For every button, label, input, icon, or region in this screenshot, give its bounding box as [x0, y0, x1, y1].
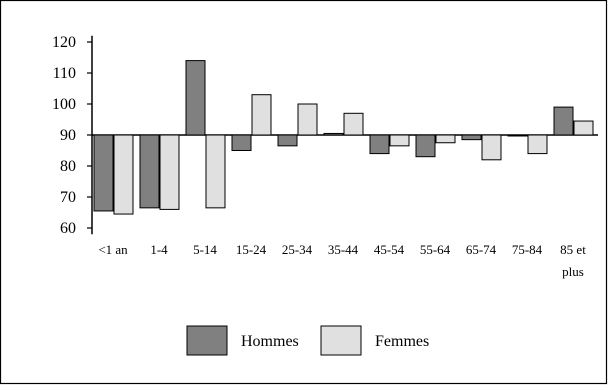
legend-label-femmes: Femmes [375, 333, 429, 350]
bar-femmes-2 [205, 134, 226, 209]
bars-group [93, 60, 594, 215]
x-tick-label: 5-14 [193, 242, 217, 257]
y-tick-label: 120 [52, 34, 76, 51]
bar-hommes-9 [507, 134, 528, 137]
legend-swatch-femmes [320, 325, 362, 356]
bar-femmes-1 [159, 134, 180, 210]
x-tick-label: 75-84 [512, 242, 543, 257]
y-tick-label: 110 [53, 65, 76, 82]
bar-hommes-7 [415, 134, 436, 158]
bar-femmes-10 [573, 120, 594, 136]
bar-hommes-10 [553, 106, 574, 136]
x-tick-label: <1 an [98, 242, 128, 257]
bar-femmes-5 [343, 112, 364, 136]
bar-hommes-5 [323, 132, 344, 136]
bar-hommes-1 [139, 134, 160, 209]
bar-hommes-2 [185, 60, 206, 136]
bar-femmes-8 [481, 134, 502, 161]
x-tick-label: 65-74 [466, 242, 497, 257]
legend-swatch-hommes [186, 325, 228, 356]
bar-femmes-0 [113, 134, 134, 215]
x-tick-label: 55-64 [420, 242, 451, 257]
bar-femmes-9 [527, 134, 548, 155]
y-tick-label: 80 [60, 158, 76, 175]
x-tick-label: 85 et [560, 242, 586, 257]
x-tick-label: 15-24 [236, 242, 267, 257]
x-tick-label: 1-4 [150, 242, 168, 257]
legend: Hommes Femmes [186, 325, 429, 356]
bar-hommes-0 [93, 134, 114, 212]
x-tick-label: plus [562, 264, 584, 279]
y-tick-label: 100 [52, 96, 76, 113]
bar-femmes-7 [435, 134, 456, 144]
x-tick-label: 25-34 [282, 242, 313, 257]
x-tick-label: 45-54 [374, 242, 405, 257]
x-tick-label: 35-44 [328, 242, 359, 257]
bar-hommes-8 [461, 134, 482, 141]
bar-femmes-4 [297, 103, 318, 136]
x-axis-labels: <1 an 1-4 5-14 15-24 25-34 35-44 45-54 55-64 65-… [98, 242, 586, 279]
y-tick-label: 60 [60, 220, 76, 237]
bar-hommes-6 [369, 134, 390, 155]
legend-label-hommes: Hommes [241, 333, 299, 350]
bar-femmes-3 [251, 94, 272, 136]
bar-femmes-6 [389, 134, 410, 147]
y-axis-ticks: 120 110 100 90 80 70 60 [52, 34, 92, 237]
y-tick-label: 90 [60, 127, 76, 144]
bar-hommes-4 [277, 134, 298, 147]
y-tick-label: 70 [60, 189, 76, 206]
bar-hommes-3 [231, 134, 252, 151]
